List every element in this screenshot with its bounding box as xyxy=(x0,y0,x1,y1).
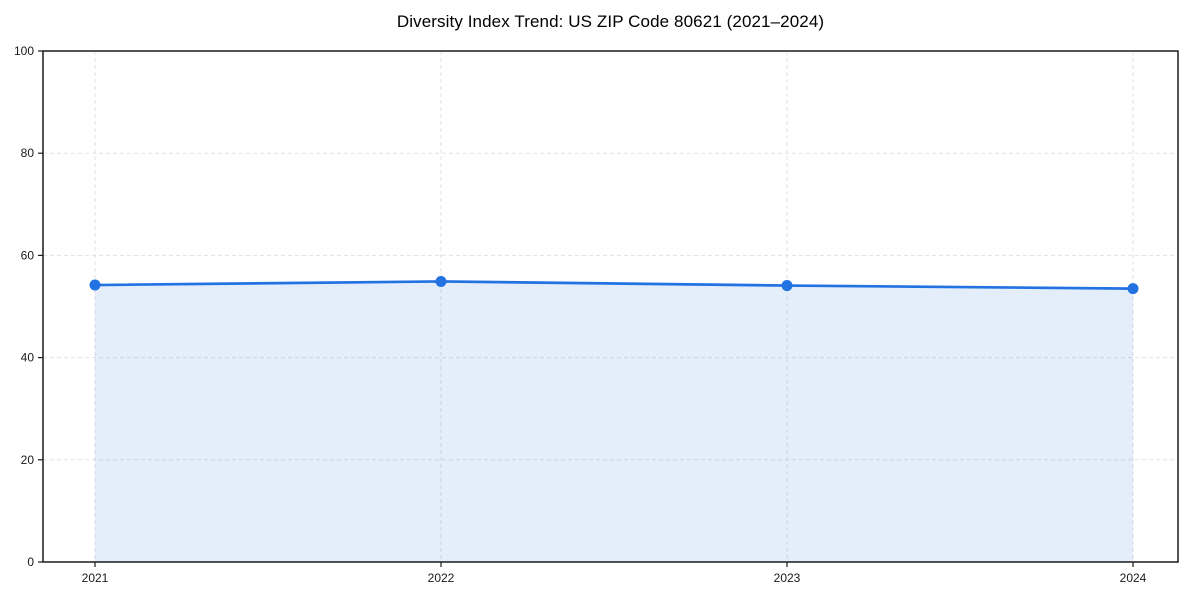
chart-title: Diversity Index Trend: US ZIP Code 80621… xyxy=(396,12,825,31)
data-line xyxy=(93,280,1135,290)
data-point xyxy=(1127,283,1139,295)
y-tick-label: 80 xyxy=(21,146,35,160)
x-tick-label: 2024 xyxy=(1120,571,1147,585)
x-tick-label: 2022 xyxy=(428,571,455,585)
y-tick-label: 100 xyxy=(14,44,34,58)
data-point xyxy=(89,279,101,291)
y-tick-label: 60 xyxy=(21,248,35,262)
x-tick-label: 2023 xyxy=(774,571,801,585)
area-fill xyxy=(95,281,1133,562)
x-tick-label: 2021 xyxy=(82,571,109,585)
y-tick-label: 0 xyxy=(27,555,34,569)
plot-border xyxy=(42,50,1179,563)
data-point xyxy=(781,280,793,292)
data-point xyxy=(435,275,447,287)
y-tick-label: 40 xyxy=(21,351,35,365)
y-tick-label: 20 xyxy=(21,453,35,467)
